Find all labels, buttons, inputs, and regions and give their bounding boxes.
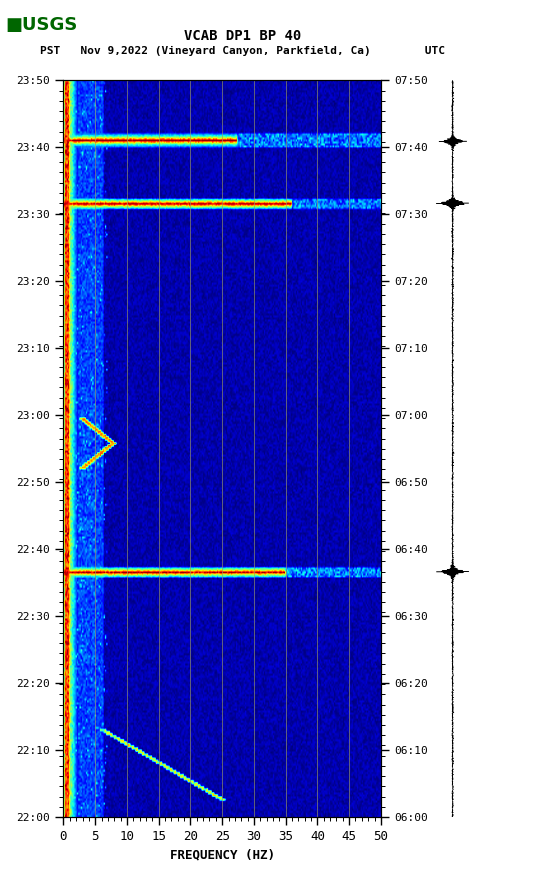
Text: VCAB DP1 BP 40: VCAB DP1 BP 40 [184,29,301,43]
X-axis label: FREQUENCY (HZ): FREQUENCY (HZ) [169,849,275,862]
Text: PST   Nov 9,2022 (Vineyard Canyon, Parkfield, Ca)        UTC: PST Nov 9,2022 (Vineyard Canyon, Parkfie… [40,46,445,56]
Text: ■USGS: ■USGS [6,16,78,34]
